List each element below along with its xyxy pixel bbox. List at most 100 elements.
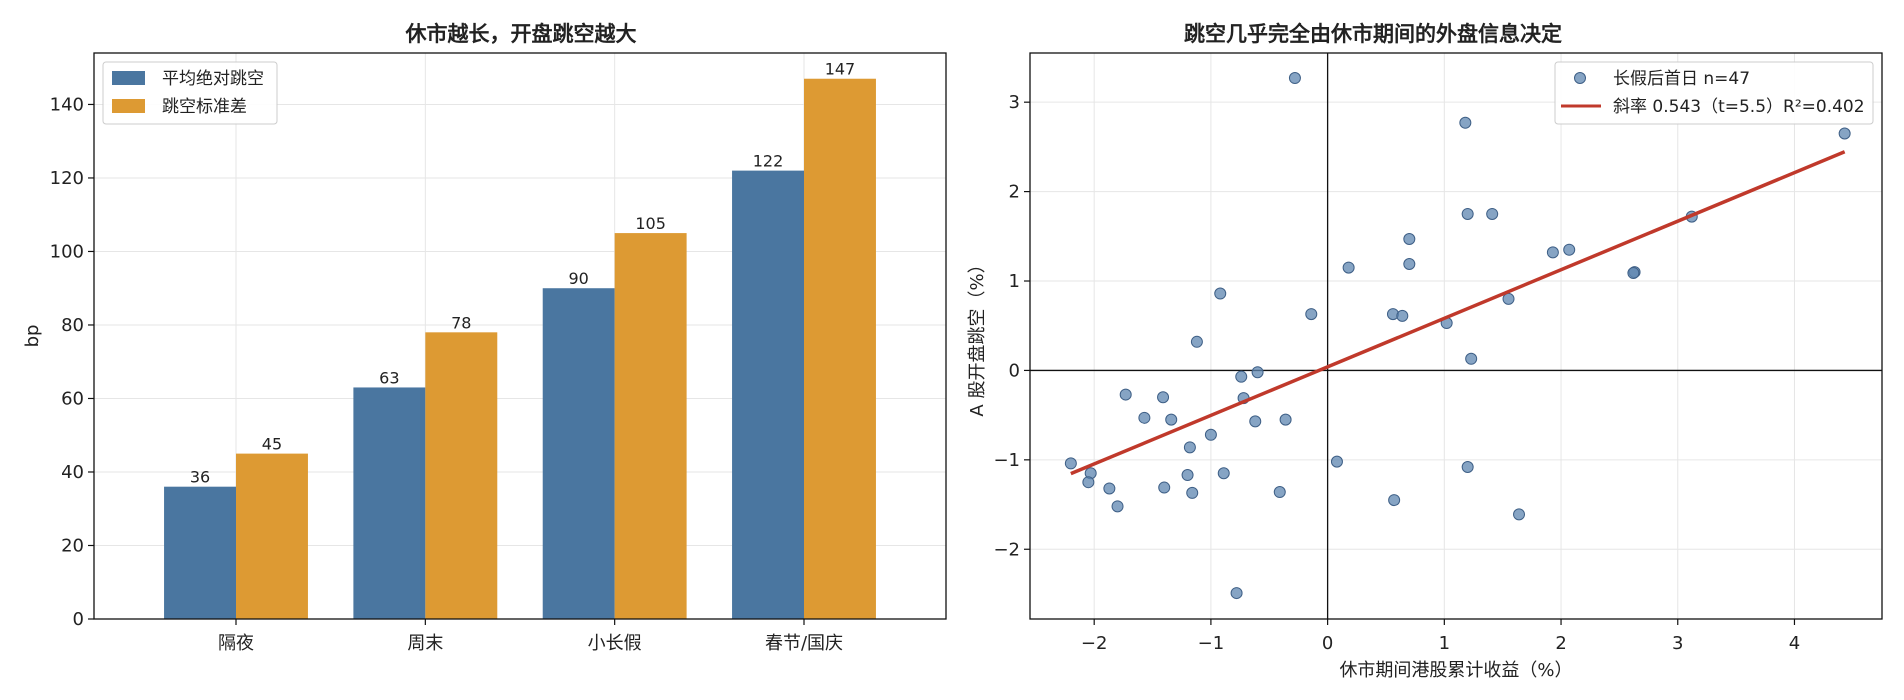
scatter-point [1103, 482, 1116, 495]
legend-marker-scatter [1574, 72, 1586, 84]
bar-value-label: 63 [379, 368, 399, 387]
scatter-chart: 跳空几乎完全由休市期间的外盘信息决定 −2 −1 0 1 2 3 −2 −1 0 1 2 3 4 休市… [967, 22, 1883, 681]
scatter-point [1251, 366, 1264, 379]
scatter-x-tick-label: 1 [1439, 633, 1450, 654]
scatter-point [1403, 258, 1416, 271]
scatter-x-axis-label: 休市期间港股累计收益（%） [1339, 660, 1572, 681]
scatter-point [1459, 116, 1472, 129]
scatter-point [1396, 309, 1409, 322]
bar-x-tick-label: 春节/国庆 [765, 633, 843, 654]
scatter-point [1513, 508, 1526, 521]
scatter-point [1546, 246, 1559, 259]
bar-mean [542, 288, 615, 619]
scatter-chart-title: 跳空几乎完全由休市期间的外盘信息决定 [1184, 22, 1562, 46]
bar-mean [164, 486, 236, 619]
scatter-point [1165, 413, 1178, 426]
scatter-y-tick-label: 3 [1009, 92, 1020, 113]
scatter-point [1403, 232, 1416, 245]
legend-label-scatter: 长假后首日 n=47 [1613, 69, 1750, 89]
scatter-x-tick-label: −1 [1198, 633, 1225, 654]
scatter-x-tick-label: 4 [1789, 633, 1800, 654]
bar-std [425, 332, 498, 619]
scatter-points [1064, 72, 1851, 600]
scatter-zero-lines [1030, 53, 1882, 619]
scatter-point [1461, 207, 1474, 220]
bar-value-label: 90 [569, 269, 589, 288]
bar-std [236, 453, 308, 619]
bar-legend-box [102, 61, 278, 125]
bar-y-tick-label: 40 [61, 462, 84, 483]
scatter-point [1230, 587, 1243, 600]
scatter-point [1465, 352, 1478, 365]
bar-x-tick-label: 小长假 [588, 633, 642, 654]
scatter-legend: 长假后首日 n=47 斜率 0.543（t=5.5）R²=0.402 [1554, 61, 1874, 125]
bar-y-tick-label: 60 [61, 388, 84, 409]
bar-value-label: 36 [190, 468, 210, 487]
scatter-point [1249, 415, 1262, 428]
scatter-y-tick-label: 1 [1009, 271, 1020, 292]
regression-line [1070, 150, 1846, 476]
scatter-point [1388, 494, 1401, 507]
scatter-x-tick-label: 2 [1555, 633, 1566, 654]
bar-y-tick-label: 0 [73, 609, 84, 630]
scatter-point [1186, 486, 1199, 499]
bar-x-tick-label: 隔夜 [218, 633, 254, 654]
bar-plot-frame [93, 52, 947, 620]
scatter-fit-line [1070, 150, 1846, 476]
scatter-y-tick-label: −2 [993, 539, 1020, 560]
scatter-y-tick-label: 2 [1009, 182, 1020, 203]
bar-y-tick-label: 120 [50, 168, 84, 189]
bar-y-tick-label: 100 [50, 241, 84, 262]
bar-std [614, 233, 687, 619]
scatter-point [1119, 388, 1132, 401]
legend-label-mean: 平均绝对跳空 [162, 69, 264, 89]
legend-label-std: 跳空标准差 [162, 97, 247, 117]
scatter-point [1190, 335, 1203, 348]
scatter-y-axis-label: A 股开盘跳空（%） [967, 255, 988, 416]
scatter-x-ticks: −2 −1 0 1 2 3 4 [1081, 619, 1800, 654]
scatter-point [1204, 428, 1217, 441]
bar-legend: 平均绝对跳空 跳空标准差 [102, 61, 278, 125]
bar-std [804, 78, 876, 619]
scatter-point [1305, 308, 1318, 321]
bar-x-tick-label: 周末 [407, 633, 443, 654]
bar-y-axis-label: bp [22, 325, 43, 348]
scatter-x-tick-label: 3 [1672, 633, 1683, 654]
scatter-point [1183, 441, 1196, 454]
scatter-point [1217, 467, 1230, 480]
scatter-point [1486, 207, 1499, 220]
scatter-y-ticks: −2 −1 0 1 2 3 [993, 92, 1030, 560]
scatter-point [1461, 460, 1474, 473]
bar-y-ticks: 0 20 40 60 80 100 120 140 [50, 94, 94, 630]
scatter-x-tick-label: −2 [1081, 633, 1108, 654]
scatter-point [1342, 261, 1355, 274]
scatter-point [1330, 455, 1343, 468]
scatter-point [1235, 370, 1248, 383]
bar-chart-title: 休市越长，开盘跳空越大 [405, 22, 637, 46]
scatter-point [1563, 243, 1576, 256]
scatter-point [1288, 72, 1301, 85]
scatter-point [1214, 287, 1227, 300]
scatter-point [1279, 413, 1292, 426]
scatter-point [1064, 457, 1077, 470]
bar-bars [164, 78, 876, 619]
bar-value-label: 78 [451, 313, 471, 332]
scatter-legend-box [1554, 61, 1874, 125]
bar-data-labels: 36 63 90 122 45 78 105 147 [190, 60, 855, 487]
bar-x-ticks: 隔夜 周末 小长假 春节/国庆 [218, 619, 843, 654]
bar-y-tick-label: 80 [61, 315, 84, 336]
bar-value-label: 122 [753, 152, 784, 171]
scatter-y-tick-label: −1 [993, 450, 1020, 471]
scatter-point [1157, 391, 1170, 404]
bar-value-label: 45 [262, 435, 282, 454]
bar-chart: 休市越长，开盘跳空越大 36 63 90 122 45 78 105 147 0 20 40 60 8… [22, 22, 947, 654]
scatter-point [1111, 500, 1124, 513]
legend-swatch-std [112, 99, 145, 113]
scatter-point [1181, 469, 1194, 482]
scatter-point [1158, 481, 1171, 494]
scatter-plot-frame [1029, 52, 1883, 620]
scatter-point [1273, 486, 1286, 499]
bar-value-label: 105 [635, 214, 666, 233]
scatter-x-tick-label: 0 [1322, 633, 1333, 654]
legend-label-fit: 斜率 0.543（t=5.5）R²=0.402 [1613, 97, 1865, 117]
